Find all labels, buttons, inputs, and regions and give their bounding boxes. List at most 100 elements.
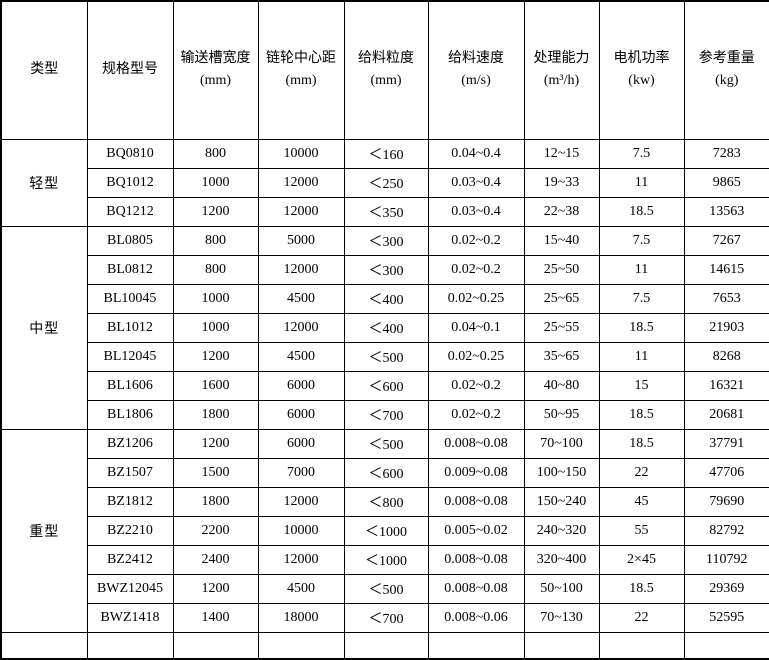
table-cell: 7000 [257,457,345,488]
column-header-label: 参考重量 [698,51,755,67]
table-row: BL0812 800 12000 ＜300 0.02~0.2 25~50 11 14615 [1,254,769,285]
table-cell: 12000 [257,167,345,198]
table-cell: 0.02~0.2 [427,370,525,401]
table-cell: 100~150 [523,457,600,488]
table-row: BZ2412 2400 12000 ＜1000 0.008~0.08 320~400 2×4… [1,544,769,575]
type-group-cell: 中型 [0,225,88,430]
column-header-sprocket-center-distance: 链轮中心距 (mm) [257,0,345,140]
table-cell: 12~15 [523,138,600,169]
table-cell: 82792 [683,515,769,546]
table-cell: ＜350 [343,196,429,227]
table-cell: 1200 [172,196,259,227]
table-cell: 1000 [172,283,259,314]
table-row: BQ1012 1000 12000 ＜250 0.03~0.4 19~33 11 9865 [1,167,769,198]
table-cell: BZ1812 [86,486,174,517]
table-cell: 0.03~0.4 [427,167,525,198]
table-cell: BZ1507 [86,457,174,488]
column-header-label: 给料速度 [448,51,504,67]
column-header-unit: (mm) [370,73,402,89]
table-cell: 0.008~0.08 [427,486,525,517]
table-cell: 0.02~0.2 [427,254,525,285]
table-cell: 35~65 [523,341,600,372]
table-cell: ＜500 [343,428,429,459]
table-cell: 13563 [683,196,769,227]
column-header-model: 规格型号 [86,0,174,140]
table-cell: ＜500 [343,573,429,604]
table-cell: 1000 [172,312,259,343]
table-cell: 25~55 [523,312,600,343]
table-cell: BQ1012 [86,167,174,198]
table-cell: 1800 [172,486,259,517]
table-cell: 1200 [172,341,259,372]
table-cell: BWZ12045 [86,573,174,604]
column-header-motor-power: 电机功率 (kw) [598,0,685,140]
table-cell: 1200 [172,573,259,604]
table-cell: ＜1000 [343,544,429,575]
table-cell: 15 [598,370,685,401]
table-cell: 18.5 [598,573,685,604]
table-cell: ＜800 [343,486,429,517]
table-cell: 15~40 [523,225,600,256]
table-row: BL10045 1000 4500 ＜400 0.02~0.25 25~65 7.5 7653 [1,283,769,314]
table-cell: 1000 [172,167,259,198]
table-cell: 7.5 [598,283,685,314]
table-cell: ＜700 [343,602,429,633]
table-cell: ＜600 [343,370,429,401]
table-cell: BL0805 [86,225,174,256]
table-cell: 6000 [257,370,345,401]
table-cell: 7283 [683,138,769,169]
table-cell: 12000 [257,196,345,227]
table-cell: 22 [598,457,685,488]
table-cell: 0.008~0.08 [427,544,525,575]
table-cell: 16321 [683,370,769,401]
table-cell: 25~65 [523,283,600,314]
table-cell: 2×45 [598,544,685,575]
table-cell: ＜400 [343,283,429,314]
table-cell: 1200 [172,428,259,459]
table-cell: 50~100 [523,573,600,604]
table-cell: 6000 [257,399,345,430]
table-cell: 29369 [683,573,769,604]
empty-table-cell [257,631,345,660]
table-cell: 40~80 [523,370,600,401]
table-cell: 7653 [683,283,769,314]
table-row: 轻型 BQ0810 800 10000 ＜160 0.04~0.4 12~15 7.5 7283 [0,138,769,227]
column-header-unit: (m/s) [461,73,491,89]
table-cell: 320~400 [523,544,600,575]
table-cell: 25~50 [523,254,600,285]
table-row: BL1806 1800 6000 ＜700 0.02~0.2 50~95 18.5 20681 [1,399,769,430]
table-cell: 20681 [683,399,769,430]
table-row: 中型 BL0805 800 5000 ＜300 0.02~0.2 15~40 7.5 7267 [0,225,769,430]
table-cell: BL1806 [86,399,174,430]
column-header-unit: (mm) [285,73,317,89]
table-cell: 1800 [172,399,259,430]
table-cell: ＜300 [343,225,429,256]
table-cell: 11 [598,254,685,285]
table-cell: 800 [172,138,259,169]
table-cell: 52595 [683,602,769,633]
table-cell: BQ0810 [86,138,174,169]
table-cell: 8268 [683,341,769,372]
table-cell: ＜300 [343,254,429,285]
table-cell: BL10045 [86,283,174,314]
table-cell: 0.008~0.06 [427,602,525,633]
table-cell: BL0812 [86,254,174,285]
table-row: BZ1507 1500 7000 ＜600 0.009~0.08 100~150 22 477… [1,457,769,488]
table-cell: 7.5 [598,138,685,169]
type-group-cell: 轻型 [0,138,88,227]
table-cell: 0.02~0.2 [427,225,525,256]
table-cell: 18.5 [598,428,685,459]
empty-table-cell [427,631,525,660]
table-cell: BWZ1418 [86,602,174,633]
table-cell: 1400 [172,602,259,633]
column-header-reference-weight: 参考重量 (kg) [683,0,769,140]
table-cell: 18.5 [598,399,685,430]
empty-table-cell [0,631,88,660]
table-cell: ＜1000 [343,515,429,546]
table-cell: 18000 [257,602,345,633]
table-cell: ＜700 [343,399,429,430]
table-cell: 0.005~0.02 [427,515,525,546]
column-header-label: 输送槽宽度 [180,51,251,67]
table-cell: 11 [598,341,685,372]
table-cell: 45 [598,486,685,517]
